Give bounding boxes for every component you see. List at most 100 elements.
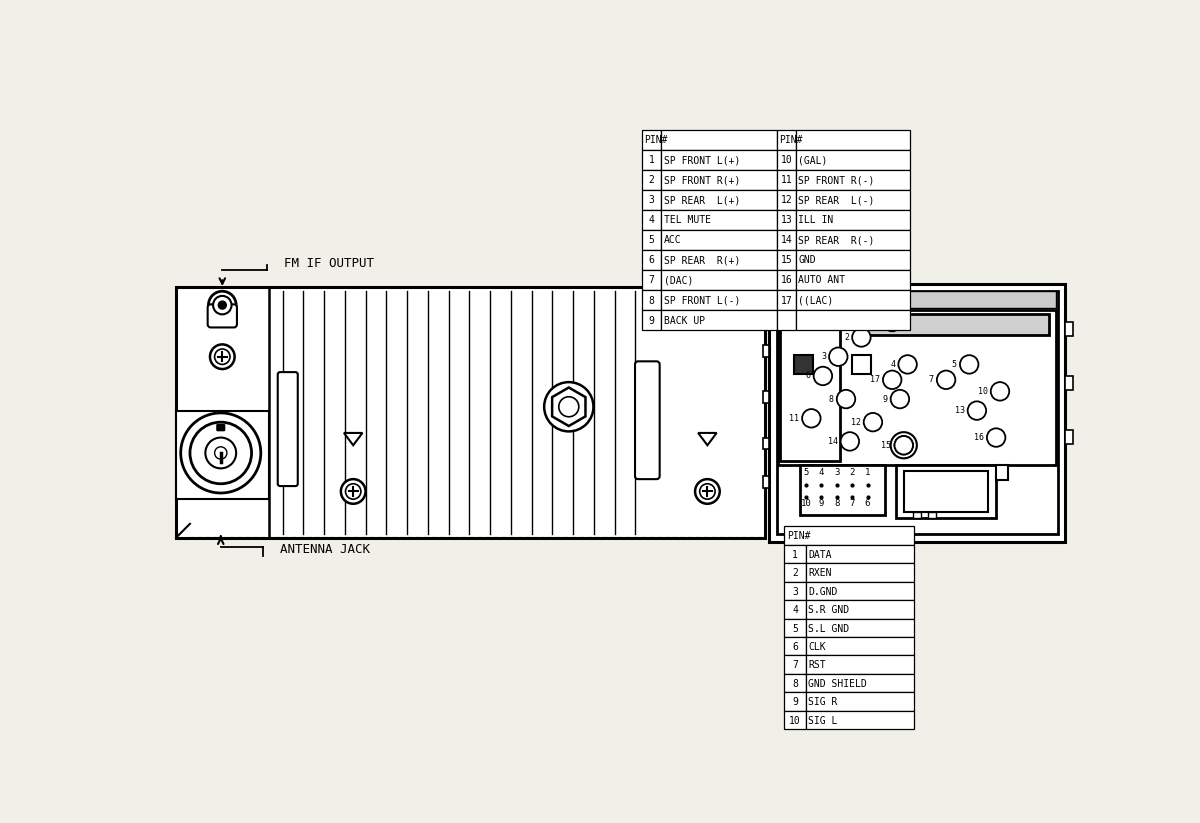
Bar — [806, 545, 913, 563]
Text: 8: 8 — [792, 679, 798, 689]
Bar — [852, 356, 871, 374]
Bar — [661, 210, 776, 230]
Text: 10: 10 — [790, 716, 802, 726]
Bar — [763, 476, 769, 487]
Bar — [1066, 430, 1073, 444]
Text: GND SHIELD: GND SHIELD — [809, 679, 868, 689]
Bar — [996, 464, 1008, 480]
Bar — [776, 189, 796, 210]
Bar — [796, 210, 910, 230]
Text: RXEN: RXEN — [809, 568, 832, 578]
Circle shape — [890, 390, 910, 408]
Text: ACC: ACC — [664, 235, 682, 245]
Text: TEL MUTE: TEL MUTE — [664, 216, 710, 226]
Text: 10: 10 — [800, 499, 811, 508]
Bar — [661, 230, 776, 249]
Bar — [785, 526, 913, 545]
Bar — [796, 270, 910, 290]
Text: SP FRONT L(-): SP FRONT L(-) — [664, 295, 740, 305]
Circle shape — [695, 479, 720, 504]
Circle shape — [190, 422, 252, 484]
Bar — [642, 129, 661, 150]
Bar — [785, 545, 806, 563]
Text: 1: 1 — [865, 467, 870, 477]
Text: 2: 2 — [850, 467, 854, 477]
Bar — [661, 189, 776, 210]
Circle shape — [814, 367, 832, 385]
Text: PIN#: PIN# — [644, 135, 667, 146]
Bar — [661, 270, 776, 290]
Text: 6: 6 — [649, 255, 654, 266]
Bar — [776, 290, 796, 309]
Bar — [785, 655, 806, 674]
Text: 12: 12 — [780, 195, 792, 206]
Circle shape — [883, 370, 901, 389]
Circle shape — [937, 370, 955, 389]
Bar — [796, 170, 910, 189]
Bar — [929, 512, 936, 518]
Text: 14: 14 — [780, 235, 792, 245]
Text: 17: 17 — [870, 375, 880, 384]
Text: 11: 11 — [780, 175, 792, 185]
Circle shape — [899, 356, 917, 374]
Bar — [661, 170, 776, 189]
Text: 16: 16 — [974, 433, 984, 442]
Text: S.L GND: S.L GND — [809, 624, 850, 634]
Text: SP REAR  L(-): SP REAR L(-) — [798, 195, 875, 206]
Circle shape — [559, 397, 578, 416]
Bar — [769, 284, 1066, 542]
Text: SP FRONT L(+): SP FRONT L(+) — [664, 156, 740, 165]
Bar — [896, 464, 996, 518]
Bar — [800, 464, 884, 514]
Text: 4: 4 — [818, 467, 824, 477]
Text: 1: 1 — [875, 318, 880, 327]
Text: 10: 10 — [978, 387, 988, 396]
Bar — [806, 619, 913, 637]
Bar — [806, 563, 913, 582]
Circle shape — [883, 313, 901, 332]
Polygon shape — [552, 388, 586, 426]
Text: 4: 4 — [649, 216, 654, 226]
Text: 3: 3 — [649, 195, 654, 206]
Bar — [642, 249, 661, 270]
Text: RST: RST — [809, 661, 826, 671]
Bar — [642, 210, 661, 230]
Text: SP FRONT R(+): SP FRONT R(+) — [664, 175, 740, 185]
Circle shape — [829, 347, 847, 366]
Bar — [796, 230, 910, 249]
FancyBboxPatch shape — [217, 425, 224, 430]
Text: (DAC): (DAC) — [664, 276, 692, 286]
Text: 6: 6 — [792, 642, 798, 652]
Bar — [176, 411, 269, 500]
Text: 5: 5 — [803, 467, 809, 477]
Bar — [785, 674, 806, 692]
Bar — [176, 287, 766, 537]
Text: SP REAR  R(+): SP REAR R(+) — [664, 255, 740, 266]
Bar — [776, 210, 796, 230]
Text: 8: 8 — [834, 499, 840, 508]
Text: GND: GND — [798, 255, 816, 266]
Text: PIN#: PIN# — [779, 135, 803, 146]
Text: 2: 2 — [792, 568, 798, 578]
Bar — [785, 582, 806, 600]
Polygon shape — [698, 433, 716, 445]
Circle shape — [346, 484, 361, 500]
Bar — [796, 189, 910, 210]
Circle shape — [215, 349, 230, 365]
Bar — [642, 230, 661, 249]
Bar — [785, 692, 806, 711]
Text: 14: 14 — [828, 437, 838, 446]
Circle shape — [210, 344, 235, 369]
Text: ILL IN: ILL IN — [798, 216, 834, 226]
Text: 11: 11 — [790, 414, 799, 423]
Bar — [661, 129, 776, 150]
Text: 17: 17 — [780, 295, 792, 305]
Text: SP REAR  L(+): SP REAR L(+) — [664, 195, 740, 206]
Bar — [785, 619, 806, 637]
Text: 4: 4 — [890, 360, 895, 369]
Text: 3: 3 — [792, 587, 798, 597]
Bar — [796, 249, 910, 270]
Bar — [904, 471, 989, 512]
Bar — [806, 600, 913, 619]
Bar — [1066, 376, 1073, 390]
